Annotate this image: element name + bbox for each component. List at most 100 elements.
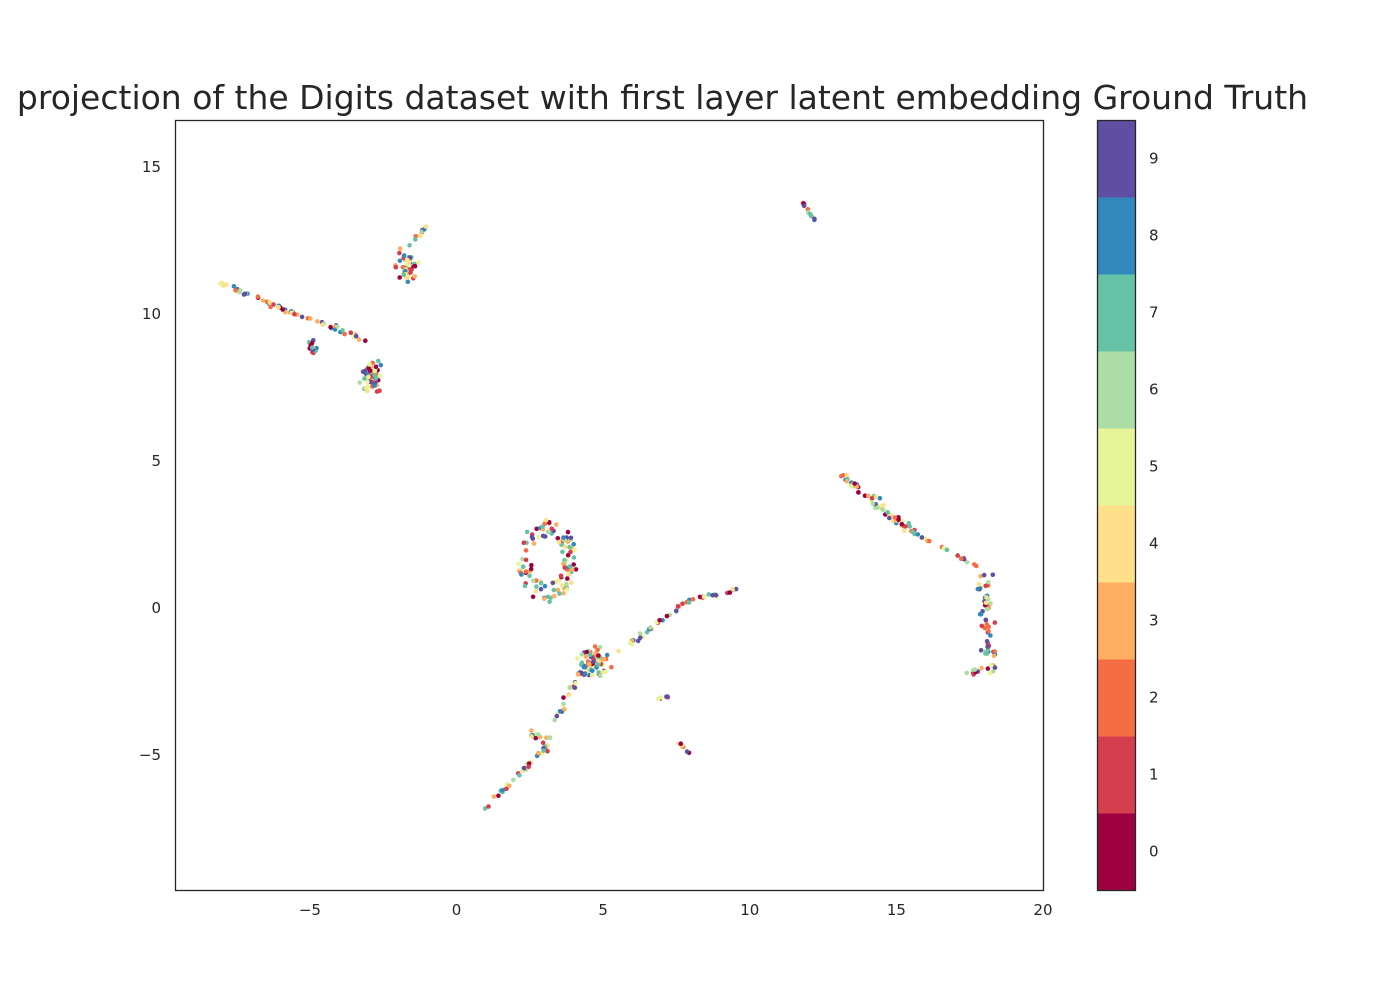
colorbar: 0 1 2 3 4 5 6 7 8 9 bbox=[1097, 120, 1159, 891]
colorbar-tick-label: 5 bbox=[1149, 458, 1159, 476]
data-point bbox=[357, 380, 363, 385]
data-point bbox=[964, 670, 970, 676]
data-point bbox=[524, 529, 530, 535]
data-point bbox=[523, 557, 529, 563]
data-point bbox=[910, 529, 916, 534]
colorbar-frame bbox=[1096, 119, 1137, 892]
data-point bbox=[568, 535, 574, 541]
x-tick-label: 5 bbox=[598, 901, 608, 919]
data-point bbox=[516, 561, 521, 567]
data-point bbox=[520, 556, 525, 562]
data-point bbox=[730, 586, 735, 592]
data-point bbox=[482, 806, 488, 811]
colorbar-segment bbox=[1097, 813, 1135, 891]
data-point bbox=[984, 639, 990, 644]
data-point bbox=[551, 593, 557, 599]
y-tick-label: −5 bbox=[139, 746, 161, 764]
data-point bbox=[812, 216, 817, 222]
data-point bbox=[407, 243, 412, 248]
data-point bbox=[233, 288, 238, 293]
data-point bbox=[562, 565, 567, 570]
data-point bbox=[567, 685, 573, 691]
data-point bbox=[536, 732, 541, 737]
data-point bbox=[875, 505, 880, 511]
data-point bbox=[566, 572, 571, 577]
data-point bbox=[713, 592, 719, 598]
data-point bbox=[684, 749, 690, 754]
data-point bbox=[507, 783, 512, 789]
data-point bbox=[638, 635, 643, 641]
x-axis: −5 0 5 10 15 20 bbox=[299, 901, 1053, 919]
data-point bbox=[919, 535, 925, 540]
data-point bbox=[308, 316, 313, 321]
data-point bbox=[543, 517, 549, 523]
data-point bbox=[556, 539, 562, 545]
data-point bbox=[573, 680, 578, 686]
data-point bbox=[583, 654, 589, 659]
data-point bbox=[562, 544, 568, 549]
data-point bbox=[550, 580, 556, 586]
y-axis: −5 0 5 10 15 bbox=[139, 158, 161, 764]
data-point bbox=[706, 592, 712, 597]
data-point bbox=[496, 793, 501, 799]
data-point bbox=[423, 224, 429, 229]
data-point bbox=[903, 524, 908, 529]
data-point bbox=[985, 606, 990, 612]
data-point bbox=[545, 529, 551, 534]
data-point bbox=[927, 538, 932, 544]
data-point bbox=[416, 260, 421, 265]
data-point bbox=[541, 748, 546, 753]
y-tick-label: 10 bbox=[142, 305, 161, 323]
data-point bbox=[592, 644, 598, 649]
data-point bbox=[561, 701, 566, 707]
data-point bbox=[902, 528, 907, 534]
x-tick-label: 0 bbox=[452, 901, 462, 919]
data-point bbox=[534, 584, 539, 589]
x-tick-label: 10 bbox=[740, 901, 759, 919]
data-point bbox=[678, 741, 684, 746]
data-point bbox=[374, 389, 380, 394]
data-point bbox=[984, 595, 989, 600]
data-point bbox=[565, 692, 571, 698]
data-point bbox=[637, 631, 643, 636]
data-point bbox=[320, 322, 325, 328]
data-point bbox=[241, 292, 247, 297]
data-point bbox=[590, 668, 595, 674]
data-point bbox=[560, 549, 565, 555]
data-point bbox=[978, 573, 983, 579]
colorbar-segment bbox=[1097, 505, 1135, 583]
data-point bbox=[547, 735, 552, 740]
data-point bbox=[397, 258, 403, 264]
data-point bbox=[887, 515, 892, 521]
data-point bbox=[531, 541, 537, 546]
data-point bbox=[601, 657, 607, 662]
data-point bbox=[562, 707, 567, 712]
data-point bbox=[538, 580, 544, 586]
points-layer bbox=[218, 200, 998, 811]
data-point bbox=[557, 709, 563, 714]
colorbar-segment bbox=[1097, 351, 1135, 429]
data-point bbox=[992, 620, 998, 625]
colorbar-segment bbox=[1097, 120, 1135, 198]
data-point bbox=[972, 667, 978, 672]
data-point bbox=[680, 601, 685, 606]
data-point bbox=[292, 312, 297, 317]
data-point bbox=[976, 581, 982, 587]
data-point bbox=[844, 472, 850, 478]
colorbar-tick-label: 1 bbox=[1149, 766, 1159, 784]
data-point bbox=[218, 281, 223, 287]
data-point bbox=[981, 572, 987, 578]
data-point bbox=[587, 661, 592, 667]
data-point bbox=[309, 345, 315, 350]
data-point bbox=[881, 503, 886, 508]
data-point bbox=[367, 362, 372, 367]
data-point bbox=[840, 473, 846, 478]
data-point bbox=[899, 521, 905, 527]
data-point bbox=[348, 330, 354, 336]
data-point bbox=[356, 337, 362, 342]
data-point bbox=[972, 562, 977, 567]
data-point bbox=[540, 740, 546, 745]
data-point bbox=[527, 573, 532, 579]
data-point bbox=[397, 246, 403, 251]
data-point bbox=[554, 522, 559, 527]
